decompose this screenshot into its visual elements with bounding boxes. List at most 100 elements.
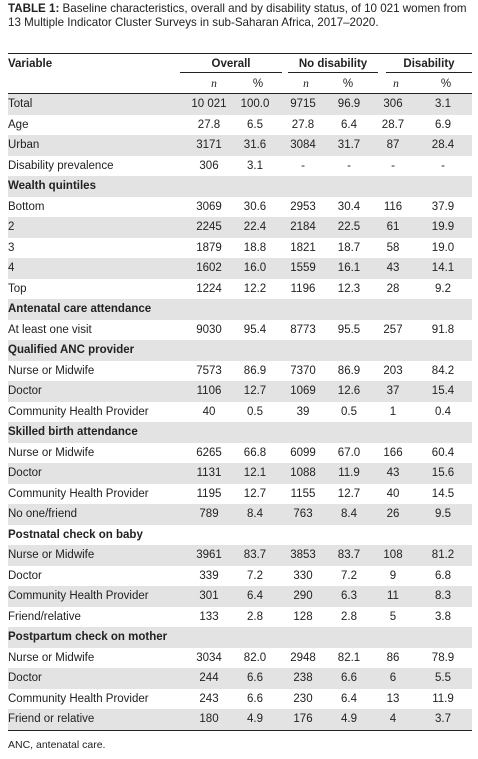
cell-no-disability-n: 290 bbox=[293, 590, 313, 602]
table-row: Doctor 339 7.2 330 7.2 9 6.8 bbox=[8, 566, 472, 587]
cell-overall-n: 180 bbox=[199, 713, 219, 725]
cell-overall-n: 1879 bbox=[196, 241, 222, 254]
cell-disability-n: 166 bbox=[383, 446, 403, 459]
cell-disability-pct: 19.0 bbox=[431, 241, 455, 254]
cell-overall-pct: 2.8 bbox=[247, 610, 263, 623]
cell-no-disability-pct: 11.9 bbox=[338, 467, 360, 479]
header-group-overall-rule bbox=[180, 71, 282, 73]
cell-disability-pct: 78.9 bbox=[431, 651, 455, 664]
cell-no-disability-n: 1069 bbox=[290, 385, 316, 397]
cell-no-disability-pct: 2.8 bbox=[341, 610, 357, 623]
cell-no-disability-n: 330 bbox=[293, 569, 313, 582]
cell-disability-pct: 19.9 bbox=[431, 221, 455, 233]
row-label: Doctor bbox=[8, 672, 42, 684]
row-label: Nurse or Midwife bbox=[8, 549, 95, 561]
cell-overall-n: 301 bbox=[199, 590, 219, 602]
row-label: Community Health Provider bbox=[8, 487, 149, 500]
header-disability-n: n bbox=[393, 77, 399, 90]
cell-no-disability-n: 3853 bbox=[290, 549, 316, 561]
cell-disability-n: 43 bbox=[386, 262, 400, 274]
header-group-disability: Disability bbox=[403, 58, 455, 70]
table-row: 3 1879 18.8 1821 18.7 58 19.0 bbox=[8, 238, 472, 259]
row-label: Friend or relative bbox=[8, 713, 95, 725]
cell-disability-pct: 3.7 bbox=[435, 713, 451, 725]
cell-disability-n: 5 bbox=[389, 610, 397, 623]
table-row: No one/friend 789 8.4 763 8.4 26 9.5 bbox=[8, 504, 472, 525]
table-row: Bottom 3069 30.6 2953 30.4 116 37.9 bbox=[8, 197, 472, 218]
cell-disability-n: 116 bbox=[383, 200, 403, 213]
cell-no-disability-n: 7370 bbox=[290, 364, 316, 377]
cell-overall-pct: 12.7 bbox=[243, 487, 267, 500]
cell-disability-n: 306 bbox=[383, 98, 403, 110]
table-row: Doctor 1106 12.7 1069 12.6 37 15.4 bbox=[8, 381, 472, 402]
cell-no-disability-pct: 7.2 bbox=[341, 569, 357, 582]
cell-disability-n: 6 bbox=[389, 672, 397, 684]
cell-no-disability-pct: 82.1 bbox=[337, 651, 361, 664]
cell-overall-n: 1131 bbox=[196, 467, 222, 479]
table-section-row: Postnatal check on baby bbox=[8, 525, 472, 546]
row-label: Total bbox=[8, 98, 33, 110]
cell-no-disability-pct: 6.6 bbox=[341, 672, 357, 684]
cell-overall-pct: 66.8 bbox=[243, 446, 267, 459]
table-caption: TABLE 1: Baseline characteristics, overa… bbox=[8, 2, 470, 30]
cell-no-disability-pct: 31.7 bbox=[337, 139, 361, 151]
table-section-row: Wealth quintiles bbox=[8, 176, 472, 197]
cell-disability-n: 11 bbox=[387, 590, 399, 602]
cell-disability-pct: 28.4 bbox=[431, 139, 455, 151]
cell-no-disability-n: 27.8 bbox=[291, 118, 315, 131]
cell-overall-pct: 16.0 bbox=[243, 262, 267, 274]
cell-no-disability-n: 2953 bbox=[290, 200, 316, 213]
cell-no-disability-pct: 6.4 bbox=[341, 692, 357, 705]
header-group-no-disability-rule bbox=[288, 71, 378, 73]
cell-disability-pct: 84.2 bbox=[431, 364, 455, 377]
baseline-table: Variable Overall No disability Disabilit… bbox=[8, 53, 472, 731]
cell-no-disability-n: 230 bbox=[293, 692, 313, 705]
table-row: Friend/relative 133 2.8 128 2.8 5 3.8 bbox=[8, 607, 472, 628]
table-section-row: Qualified ANC provider bbox=[8, 340, 472, 361]
cell-disability-n: 9 bbox=[389, 569, 397, 582]
row-label: 2 bbox=[8, 221, 15, 233]
table-row: Top 1224 12.2 1196 12.3 28 9.2 bbox=[8, 279, 472, 300]
cell-disability-pct: 14.1 bbox=[431, 262, 455, 274]
cell-disability-pct: 3.8 bbox=[435, 610, 451, 623]
cell-disability-pct: - bbox=[441, 159, 445, 172]
cell-no-disability-n: 1155 bbox=[290, 487, 316, 500]
cell-disability-pct: 0.4 bbox=[435, 405, 451, 418]
table-row: 4 1602 16.0 1559 16.1 43 14.1 bbox=[8, 258, 472, 279]
table-header-groups: Variable Overall No disability Disabilit… bbox=[8, 53, 472, 74]
cell-no-disability-pct: 86.9 bbox=[337, 364, 361, 377]
cell-no-disability-pct: 67.0 bbox=[337, 446, 361, 459]
cell-disability-n: 26 bbox=[386, 508, 400, 520]
table-row: Disability prevalence 306 3.1 - - - - bbox=[8, 156, 472, 177]
cell-overall-n: 789 bbox=[199, 508, 219, 520]
cell-no-disability-pct: 12.6 bbox=[337, 385, 361, 397]
cell-no-disability-pct: 95.5 bbox=[337, 323, 361, 336]
cell-no-disability-n: 39 bbox=[296, 405, 310, 418]
row-label: Nurse or Midwife bbox=[8, 364, 95, 377]
cell-overall-pct: 95.4 bbox=[243, 323, 267, 336]
cell-disability-pct: 37.9 bbox=[431, 200, 455, 213]
table-header-columns: n % n % n % bbox=[8, 74, 472, 94]
cell-disability-pct: 91.8 bbox=[431, 323, 455, 336]
table-row: Nurse or Midwife 6265 66.8 6099 67.0 166 60.4 bbox=[8, 443, 472, 464]
table-row: Doctor 244 6.6 238 6.6 6 5.5 bbox=[8, 668, 472, 689]
row-label: No one/friend bbox=[8, 508, 78, 520]
cell-disability-n: 108 bbox=[383, 549, 403, 561]
cell-overall-n: 1195 bbox=[196, 487, 222, 500]
section-heading: Wealth quintiles bbox=[8, 180, 96, 192]
header-group-overall: Overall bbox=[211, 58, 251, 70]
cell-overall-n: 27.8 bbox=[197, 118, 221, 131]
section-heading: Postpartum check on mother bbox=[8, 631, 168, 643]
cell-no-disability-pct: 12.7 bbox=[337, 487, 361, 500]
cell-no-disability-n: - bbox=[301, 159, 305, 172]
cell-disability-n: 203 bbox=[383, 364, 403, 377]
cell-disability-pct: 9.5 bbox=[435, 508, 451, 520]
cell-overall-n: 1106 bbox=[196, 385, 222, 397]
cell-overall-pct: 12.7 bbox=[243, 385, 267, 397]
cell-overall-pct: 86.9 bbox=[243, 364, 267, 377]
cell-disability-n: - bbox=[391, 159, 395, 172]
table-row: Nurse or Midwife 7573 86.9 7370 86.9 203 84.2 bbox=[8, 361, 472, 382]
row-label: Friend/relative bbox=[8, 610, 81, 623]
cell-overall-n: 339 bbox=[199, 569, 219, 582]
row-label: Nurse or Midwife bbox=[8, 651, 95, 664]
